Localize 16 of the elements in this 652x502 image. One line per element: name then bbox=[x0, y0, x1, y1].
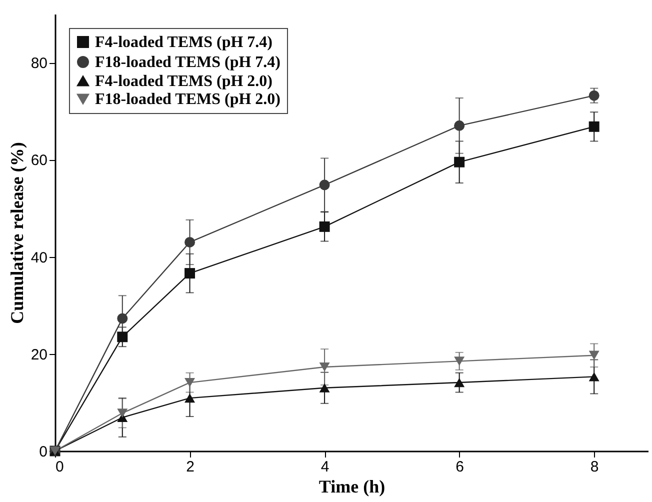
legend-label: F18-loaded TEMS (pH 7.4) bbox=[95, 54, 280, 71]
y-tick-label: 40 bbox=[30, 249, 48, 266]
y-tick-label: 0 bbox=[39, 444, 48, 460]
legend-label: F4-loaded TEMS (pH 7.4) bbox=[95, 34, 272, 51]
y-axis-title: Cumulative release (%) bbox=[6, 142, 27, 324]
x-tick-label: 8 bbox=[590, 458, 599, 476]
y-tick-label: 20 bbox=[30, 346, 48, 364]
x-tick-label: 6 bbox=[456, 458, 464, 476]
x-tick-label: 0 bbox=[56, 458, 64, 476]
legend-label: F18-loaded TEMS (pH 2.0) bbox=[95, 91, 280, 108]
y-tick-label: 80 bbox=[30, 55, 48, 72]
y-tick-label: 60 bbox=[30, 152, 48, 170]
x-axis-title: Time (h) bbox=[318, 476, 386, 496]
x-tick-label: 2 bbox=[186, 458, 194, 476]
legend-label: F4-loaded TEMS (pH 2.0) bbox=[95, 73, 272, 90]
x-tick-label: 4 bbox=[320, 458, 330, 476]
